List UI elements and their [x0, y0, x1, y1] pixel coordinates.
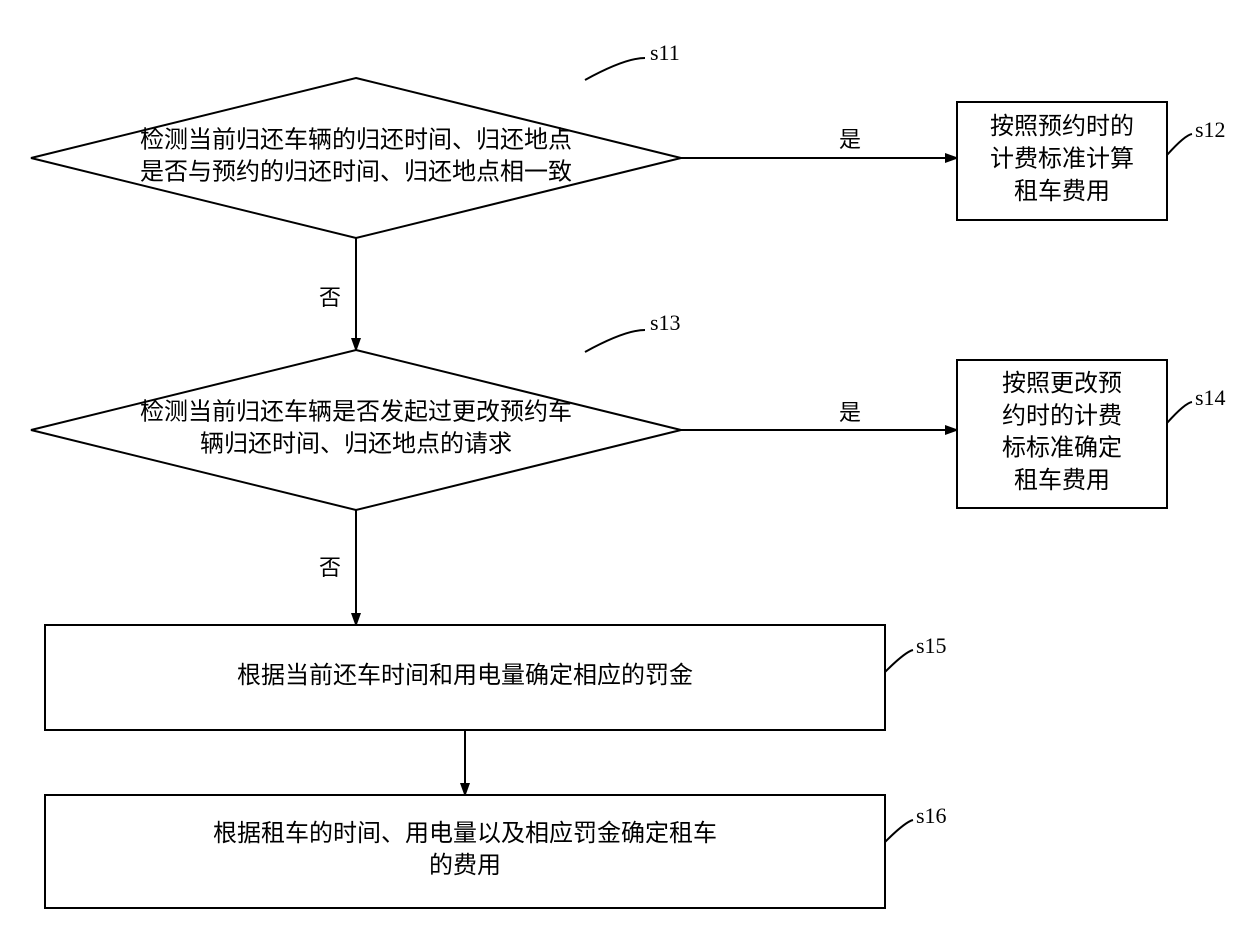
edge-label-s11-s12: 是 [839, 127, 861, 152]
callout-s15 [885, 650, 913, 672]
node-s11-line1: 是否与预约的归还时间、归还地点相一致 [140, 159, 572, 186]
edge-label-s13-s14: 是 [839, 400, 861, 425]
edge-label-s13-s15: 否 [319, 555, 341, 580]
node-s16-line1: 的费用 [429, 852, 501, 879]
node-s14-line3: 租车费用 [1014, 467, 1110, 494]
node-s12-line1: 计费标准计算 [990, 146, 1134, 173]
label-s11: s11 [650, 40, 680, 65]
label-s15: s15 [916, 633, 947, 658]
callout-s16 [885, 820, 913, 842]
callout-s11 [585, 58, 645, 80]
node-s14: 按照更改预约时的计费标标准确定租车费用 [957, 360, 1167, 508]
node-s11: 检测当前归还车辆的归还时间、归还地点是否与预约的归还时间、归还地点相一致 [31, 78, 681, 238]
label-s16: s16 [916, 803, 947, 828]
node-s16: 根据租车的时间、用电量以及相应罚金确定租车的费用 [45, 795, 885, 908]
callout-s13 [585, 330, 645, 352]
node-s13: 检测当前归还车辆是否发起过更改预约车辆归还时间、归还地点的请求 [31, 350, 681, 510]
node-s12-line2: 租车费用 [1014, 178, 1110, 205]
label-s14: s14 [1195, 385, 1226, 410]
callout-s14 [1167, 402, 1192, 423]
node-s12: 按照预约时的计费标准计算租车费用 [957, 102, 1167, 220]
label-s12: s12 [1195, 117, 1226, 142]
node-s14-line1: 约时的计费 [1002, 402, 1122, 429]
label-s13: s13 [650, 310, 681, 335]
node-s15: 根据当前还车时间和用电量确定相应的罚金 [45, 625, 885, 730]
node-s16-line0: 根据租车的时间、用电量以及相应罚金确定租车 [213, 820, 717, 847]
node-s13-line0: 检测当前归还车辆是否发起过更改预约车 [140, 398, 572, 425]
node-s13-line1: 辆归还时间、归还地点的请求 [200, 431, 512, 458]
node-s14-line0: 按照更改预 [1002, 370, 1122, 397]
edge-label-s11-s13: 否 [319, 285, 341, 310]
node-s14-line2: 标标准确定 [1002, 435, 1122, 462]
callout-s12 [1167, 134, 1192, 155]
node-s11-line0: 检测当前归还车辆的归还时间、归还地点 [140, 126, 572, 153]
node-s15-line0: 根据当前还车时间和用电量确定相应的罚金 [237, 662, 693, 689]
node-s12-line0: 按照预约时的 [990, 113, 1134, 140]
